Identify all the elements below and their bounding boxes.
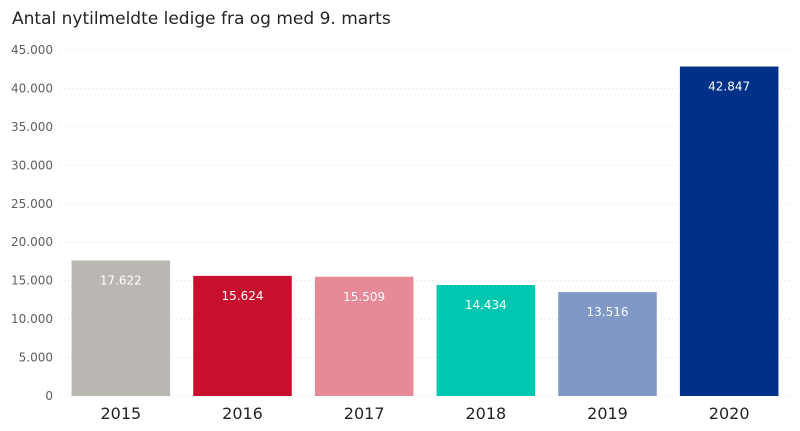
data-label: 17.622 (100, 274, 142, 288)
x-tick-label: 2016 (222, 404, 263, 423)
y-tick-label: 15.000 (11, 274, 53, 288)
bar (314, 276, 414, 396)
bar (71, 260, 171, 396)
data-label: 14.434 (465, 298, 507, 312)
data-label: 15.624 (222, 289, 264, 303)
bar (193, 275, 292, 396)
bar (679, 66, 779, 397)
x-tick-label: 2017 (344, 404, 385, 423)
y-tick-label: 45.000 (11, 43, 53, 57)
bar (436, 285, 536, 396)
data-label: 42.847 (708, 80, 750, 94)
y-tick-label: 0 (45, 389, 53, 403)
x-tick-label: 2018 (465, 404, 506, 423)
y-tick-label: 10.000 (11, 312, 53, 326)
x-tick-label: 2019 (587, 404, 628, 423)
y-tick-label: 30.000 (11, 158, 53, 172)
data-label: 15.509 (343, 290, 385, 304)
x-tick-label: 2015 (100, 404, 141, 423)
y-tick-label: 40.000 (11, 81, 53, 95)
y-tick-label: 25.000 (11, 197, 53, 211)
y-tick-label: 5.000 (19, 351, 53, 365)
bar (558, 292, 657, 396)
data-label: 13.516 (587, 305, 629, 319)
x-tick-label: 2020 (709, 404, 750, 423)
y-tick-label: 35.000 (11, 120, 53, 134)
chart-title: Antal nytilmeldte ledige fra og med 9. m… (12, 9, 391, 29)
y-tick-label: 20.000 (11, 235, 53, 249)
